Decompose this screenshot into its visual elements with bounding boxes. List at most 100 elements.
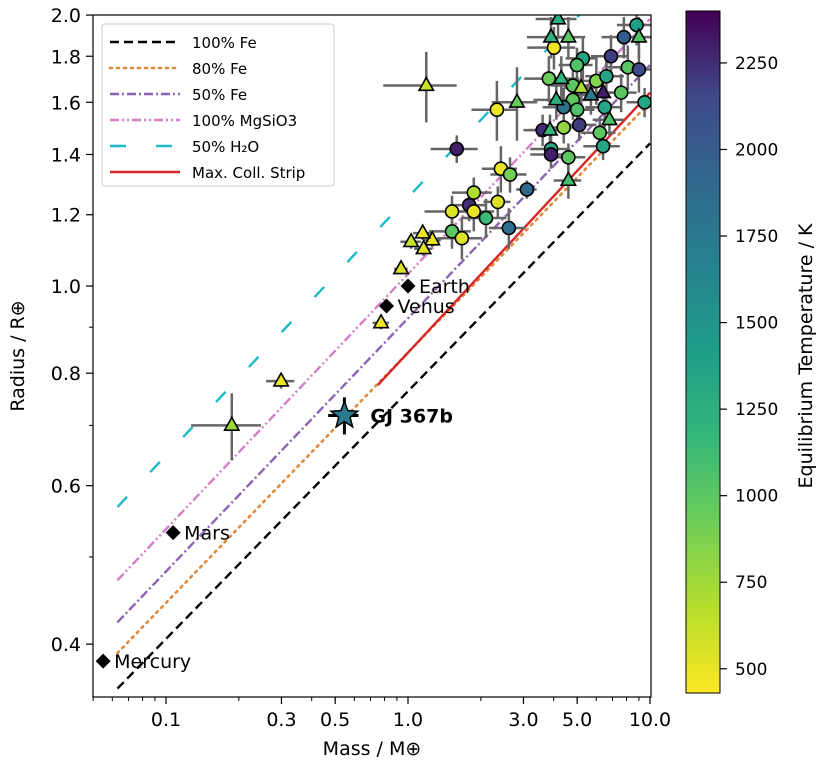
exoplanet-points bbox=[223, 15, 651, 432]
exoplanet-point-circle bbox=[613, 85, 629, 100]
y-axis-ticks: 0.4 0.6 0.8 1.0 1.2 1.4 1.6 1.8 2.0 bbox=[51, 5, 93, 656]
exoplanet-point-triangle bbox=[559, 170, 577, 187]
colorbar-tick-label: 1000 bbox=[735, 487, 778, 507]
legend-label: 80% Fe bbox=[192, 60, 247, 78]
exoplanet-point-circle bbox=[444, 204, 460, 219]
exoplanet-point-triangle bbox=[272, 371, 290, 387]
y-tick-label: 1.0 bbox=[51, 276, 81, 298]
planet-label-mars: Mars bbox=[184, 523, 230, 545]
y-tick-label: 0.6 bbox=[51, 476, 81, 498]
colorbar-tick-label: 1750 bbox=[735, 227, 778, 247]
exoplanet-point-circle bbox=[466, 204, 482, 219]
legend-label: Max. Coll. Strip bbox=[192, 164, 305, 182]
exoplanet-point-circle bbox=[595, 138, 611, 154]
exoplanet-point-triangle bbox=[547, 90, 565, 106]
y-tick-label: 1.6 bbox=[51, 92, 81, 114]
legend: 100% Fe 80% Fe 50% Fe 100% MgSiO3 50% H₂O Max… bbox=[101, 23, 335, 187]
exoplanet-point-circle bbox=[519, 182, 535, 197]
colorbar-tick-label: 1250 bbox=[735, 400, 778, 420]
plot-frame bbox=[92, 14, 652, 698]
line-80-fe bbox=[116, 100, 651, 655]
exoplanet-point-circle bbox=[466, 185, 482, 200]
x-tick-label: 0.3 bbox=[266, 709, 296, 731]
planet-marker-mercury bbox=[95, 653, 111, 669]
exoplanet-point-circle bbox=[616, 29, 632, 45]
exoplanet-point-triangle bbox=[630, 27, 648, 43]
exoplanet-point-triangle bbox=[223, 415, 241, 432]
y-tick-label: 0.4 bbox=[51, 634, 81, 656]
x-tick-label: 0.5 bbox=[320, 709, 350, 731]
colorbar-tick-label: 2250 bbox=[735, 54, 778, 74]
y-tick-label: 1.8 bbox=[51, 46, 81, 68]
line-100-fe bbox=[116, 142, 651, 690]
exoplanet-point-triangle bbox=[559, 27, 577, 43]
line-max-coll-strip bbox=[376, 91, 651, 386]
exoplanet-point-triangle bbox=[594, 83, 612, 99]
planet-marker-venus bbox=[379, 298, 395, 314]
legend-label: 100% Fe bbox=[192, 34, 257, 52]
exoplanet-point-circle bbox=[556, 120, 572, 135]
gj367b-highlight: GJ 367b bbox=[328, 397, 453, 435]
colorbar: 500 750 1000 1250 1500 1750 2000 2250 bbox=[685, 10, 778, 694]
colorbar-tick-label: 1500 bbox=[735, 314, 778, 334]
exoplanet-point-triangle bbox=[402, 232, 420, 248]
x-tick-label: 5.0 bbox=[562, 709, 592, 731]
exoplanet-point-triangle bbox=[542, 27, 560, 43]
exoplanet-point-circle bbox=[449, 141, 465, 157]
y-tick-label: 1.2 bbox=[51, 205, 81, 227]
x-tick-label: 10.0 bbox=[629, 709, 671, 731]
y-tick-label: 1.4 bbox=[51, 144, 81, 166]
exoplanet-point-circle bbox=[478, 210, 494, 226]
x-tick-label: 0.1 bbox=[151, 709, 181, 731]
exoplanet-point-circle bbox=[637, 94, 651, 110]
planet-marker-mars bbox=[165, 525, 181, 541]
exoplanet-point-circle bbox=[603, 48, 619, 64]
y-axis-label: Radius / R⊕ bbox=[7, 300, 29, 411]
exoplanet-point-circle bbox=[543, 147, 559, 162]
exoplanet-point-triangle bbox=[508, 92, 526, 108]
planet-marker-earth bbox=[400, 278, 416, 294]
x-axis-ticks: 0.1 0.3 0.5 1.0 3.0 5.0 10.0 bbox=[92, 697, 671, 731]
exoplanet-point-circle bbox=[597, 99, 613, 115]
x-tick-label: 1.0 bbox=[393, 709, 423, 731]
exoplanet-point-triangle bbox=[417, 75, 435, 92]
exoplanet-point-circle bbox=[501, 220, 517, 236]
exoplanet-point-circle bbox=[599, 69, 614, 84]
exoplanet-point-circle bbox=[444, 224, 460, 239]
exoplanet-point-triangle bbox=[415, 239, 433, 255]
exoplanet-point-triangle bbox=[372, 313, 390, 329]
colorbar-tick-label: 500 bbox=[735, 660, 767, 680]
planet-label-mercury: Mercury bbox=[114, 651, 191, 673]
gj367b-star-marker bbox=[329, 399, 360, 429]
exoplanet-point-circle bbox=[454, 230, 470, 246]
exoplanet-point-circle bbox=[541, 71, 557, 86]
exoplanet-point-circle bbox=[490, 194, 506, 210]
exoplanet-point-triangle bbox=[600, 110, 619, 126]
exoplanet-point-circle bbox=[629, 17, 644, 33]
exoplanet-point-circle bbox=[546, 40, 562, 55]
colorbar-tick-label: 750 bbox=[735, 573, 767, 593]
planet-label-venus: Venus bbox=[398, 296, 455, 318]
exoplanet-point-triangle bbox=[541, 120, 559, 136]
exoplanet-point-circle bbox=[571, 117, 587, 133]
exoplanet-point-circle bbox=[569, 57, 585, 73]
exoplanet-point-triangle bbox=[549, 15, 567, 25]
y-tick-label: 2.0 bbox=[51, 5, 81, 27]
exoplanet-point-triangle bbox=[414, 223, 432, 239]
gj367b-label: GJ 367b bbox=[370, 405, 453, 427]
exoplanet-point-circle bbox=[561, 149, 576, 165]
x-tick-label: 3.0 bbox=[508, 709, 538, 731]
line-50-h-o bbox=[116, 15, 581, 508]
y-tick-label: 0.8 bbox=[51, 363, 81, 385]
exoplanet-point-triangle bbox=[572, 78, 590, 94]
exoplanet-point-triangle bbox=[392, 259, 410, 275]
legend-label: 100% MgSiO3 bbox=[192, 112, 297, 130]
exoplanet-point-circle bbox=[502, 167, 518, 182]
colorbar-tick-label: 2000 bbox=[735, 140, 778, 160]
exoplanet-point-circle bbox=[489, 102, 505, 117]
exoplanet-point-circle bbox=[569, 102, 585, 117]
planet-label-earth: Earth bbox=[419, 276, 470, 298]
legend-label: 50% Fe bbox=[192, 86, 247, 104]
